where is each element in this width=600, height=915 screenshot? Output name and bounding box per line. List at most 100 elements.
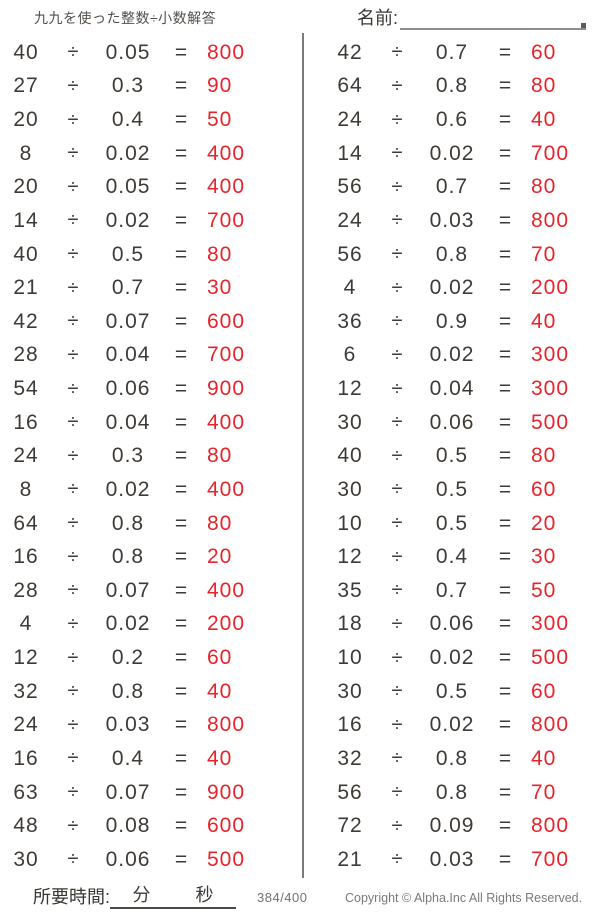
divide-sign: ÷ [391,41,403,64]
divide-sign: ÷ [391,74,403,97]
divide-sign: ÷ [67,781,79,804]
divide-sign: ÷ [391,276,403,299]
answer: 30 [207,276,233,300]
dividend: 42 [337,40,363,64]
answer: 60 [531,477,557,501]
dividend: 24 [13,444,39,468]
equals-sign: = [498,108,512,132]
divisor: 0.7 [111,276,145,300]
answer: 800 [207,713,246,737]
equals-sign: = [498,545,512,569]
problems-column-left: 40 ÷ 0.05 = 800 27 ÷ 0.3 = 90 20 ÷ 0.4 =… [5,36,289,877]
answer: 70 [531,242,557,266]
divide-sign: ÷ [67,646,79,669]
answer: 400 [207,410,246,434]
divide-sign: ÷ [67,243,79,266]
problem-row: 4 ÷ 0.02 = 200 [5,608,289,642]
problem-row: 64 ÷ 0.8 = 80 [329,70,600,104]
dividend: 4 [19,612,33,636]
problem-row: 14 ÷ 0.02 = 700 [5,204,289,238]
divisor: 0.8 [435,746,469,770]
divide-sign: ÷ [391,545,403,568]
dividend: 24 [13,713,39,737]
equals-sign: = [174,511,188,535]
divide-sign: ÷ [67,41,79,64]
answer: 300 [531,343,570,367]
answer: 40 [531,108,557,132]
problem-row: 56 ÷ 0.8 = 70 [329,776,600,810]
answer: 30 [531,545,557,569]
divide-sign: ÷ [67,377,79,400]
equals-sign: = [498,746,512,770]
divisor: 0.02 [105,208,151,232]
divide-sign: ÷ [67,276,79,299]
answer: 80 [531,444,557,468]
dividend: 42 [13,309,39,333]
dividend: 16 [13,545,39,569]
dividend: 56 [337,242,363,266]
divide-sign: ÷ [67,411,79,434]
divisor: 0.3 [111,444,145,468]
answer: 800 [531,814,570,838]
equals-sign: = [174,679,188,703]
divisor: 0.05 [105,175,151,199]
dividend: 12 [337,545,363,569]
name-underline[interactable] [400,10,587,30]
dividend: 28 [13,343,39,367]
dividend: 14 [337,141,363,165]
name-label: 名前: [357,8,399,28]
column-divider-line [302,33,304,878]
divisor: 0.04 [429,377,475,401]
equals-sign: = [174,578,188,602]
dividend: 16 [13,746,39,770]
divide-sign: ÷ [67,814,79,837]
answer: 80 [207,511,233,535]
divisor: 0.5 [435,679,469,703]
divide-sign: ÷ [67,680,79,703]
answer: 40 [207,679,233,703]
problem-row: 20 ÷ 0.4 = 50 [5,103,289,137]
divisor: 0.8 [111,545,145,569]
problem-row: 30 ÷ 0.5 = 60 [329,675,600,709]
equals-sign: = [498,410,512,434]
dividend: 48 [13,814,39,838]
divide-sign: ÷ [391,512,403,535]
dividend: 64 [13,511,39,535]
answer: 700 [531,847,570,871]
dividend: 21 [337,847,363,871]
divide-sign: ÷ [67,74,79,97]
divisor: 0.03 [105,713,151,737]
divisor: 0.02 [105,477,151,501]
divide-sign: ÷ [391,814,403,837]
dividend: 32 [337,746,363,770]
problems-column-right: 42 ÷ 0.7 = 60 64 ÷ 0.8 = 80 24 ÷ 0.6 = 4… [329,36,600,877]
equals-sign: = [174,141,188,165]
time-underline[interactable]: 分 秒 [110,885,237,909]
problem-row: 21 ÷ 0.7 = 30 [5,271,289,305]
equals-sign: = [174,377,188,401]
equals-sign: = [174,545,188,569]
divisor: 0.7 [435,40,469,64]
answer: 400 [207,141,246,165]
answer: 400 [207,578,246,602]
problem-row: 24 ÷ 0.6 = 40 [329,103,600,137]
answer: 40 [531,309,557,333]
answer: 900 [207,377,246,401]
answer: 60 [531,679,557,703]
problem-row: 42 ÷ 0.7 = 60 [329,36,600,70]
equals-sign: = [498,175,512,199]
dividend: 24 [337,208,363,232]
divide-sign: ÷ [67,310,79,333]
divisor: 0.05 [105,40,151,64]
problem-row: 16 ÷ 0.04 = 400 [5,406,289,440]
divisor: 0.06 [105,847,151,871]
divide-sign: ÷ [391,310,403,333]
dividend: 20 [13,175,39,199]
equals-sign: = [174,74,188,98]
dividend: 8 [19,477,33,501]
equals-sign: = [498,276,512,300]
divisor: 0.8 [435,242,469,266]
equals-sign: = [498,847,512,871]
divisor: 0.4 [111,746,145,770]
divisor: 0.03 [429,208,475,232]
